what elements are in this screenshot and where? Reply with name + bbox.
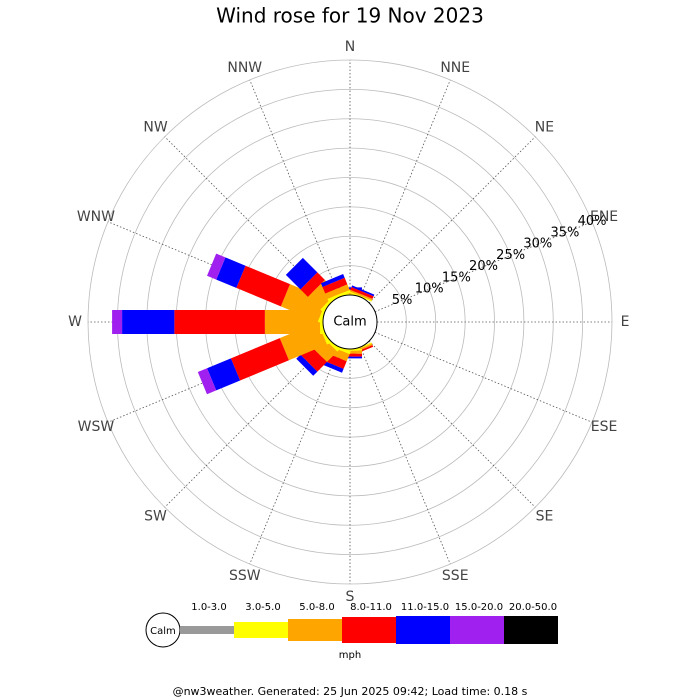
bar-segment	[230, 338, 289, 381]
spoke	[374, 331, 593, 423]
units-label: mph	[339, 650, 361, 661]
ring-label: 15%	[442, 270, 471, 285]
bar-segment	[207, 253, 226, 280]
legend-swatch	[450, 616, 504, 644]
legend-swatch	[234, 622, 288, 638]
spoke	[359, 346, 451, 565]
spoke	[249, 79, 341, 298]
bar-segment	[350, 287, 374, 299]
legend-label: 20.0-50.0	[509, 602, 557, 613]
spoke	[368, 136, 536, 304]
legend-label: 11.0-15.0	[401, 602, 449, 613]
spoke	[374, 221, 593, 313]
spoke	[359, 79, 451, 298]
ring-label: 40%	[578, 214, 607, 229]
bar-segment	[296, 354, 318, 376]
spoke	[249, 346, 341, 565]
direction-label: ESE	[591, 419, 618, 435]
ring-label: 5%	[392, 293, 413, 308]
bar-segment	[300, 272, 325, 297]
footer: @nw3weather. Generated: 25 Jun 2025 09:4…	[173, 685, 528, 698]
legend-label: 5.0-8.0	[299, 602, 334, 613]
direction-label: SSW	[229, 568, 261, 584]
direction-label: W	[68, 314, 82, 330]
legend-swatch	[396, 616, 450, 644]
bar-segment	[280, 284, 327, 322]
bar-segment	[216, 257, 246, 288]
direction-label: E	[621, 314, 630, 330]
direction-label: S	[346, 589, 355, 605]
bar-segment	[325, 284, 350, 299]
direction-label: N	[345, 39, 355, 55]
overlay: 5%10%15%20%25%30%35%40% Calm	[322, 214, 607, 350]
ring-label: 10%	[415, 282, 444, 297]
direction-label: WNW	[77, 209, 115, 225]
ring-label: 20%	[469, 259, 498, 274]
bar-segment	[285, 257, 318, 290]
chart-title: Wind rose for 19 Nov 2023	[216, 4, 484, 28]
direction-label: NNW	[227, 60, 262, 76]
ring-label: 35%	[550, 225, 579, 240]
bar-segment	[122, 310, 175, 334]
bar-segment	[174, 310, 265, 334]
direction-label: SSE	[442, 568, 469, 584]
legend-label: 3.0-5.0	[245, 602, 280, 613]
direction-label: SE	[536, 508, 554, 524]
bar-segment	[197, 368, 217, 395]
bar-segment	[112, 310, 123, 334]
spoke	[368, 340, 536, 508]
bar-segment	[349, 289, 373, 301]
legend-label: 15.0-20.0	[455, 602, 503, 613]
bar-segment	[320, 274, 345, 287]
legend-calm-label: Calm	[150, 626, 176, 637]
legend-swatch	[288, 619, 342, 641]
bar-segment	[236, 265, 291, 307]
ring-label: 30%	[523, 237, 552, 252]
direction-label: WSW	[78, 419, 115, 435]
legend-label: 1.0-3.0	[191, 602, 226, 613]
ring-label: 25%	[496, 248, 525, 263]
bar-segment	[327, 289, 351, 302]
legend-label: 8.0-11.0	[350, 602, 392, 613]
legend-swatch	[180, 626, 234, 634]
legend: Calm 1.0-3.0 3.0-5.0 5.0-8.0 8.0-11.0 11.0-15…	[145, 602, 558, 648]
legend-swatch	[342, 617, 396, 643]
direction-label: NW	[143, 120, 167, 136]
calm-circle	[322, 294, 378, 350]
bar-segment	[207, 358, 241, 391]
bar-segment	[322, 277, 348, 294]
direction-label: NNE	[440, 60, 470, 76]
bar-segment	[349, 291, 372, 302]
bars	[112, 253, 380, 395]
legend-swatch	[504, 616, 558, 644]
direction-label: ENE	[590, 209, 618, 225]
direction-label: NE	[535, 120, 554, 136]
calm-label: Calm	[333, 315, 366, 330]
spoke	[164, 340, 332, 508]
bar-segment	[351, 285, 375, 297]
direction-label: SW	[144, 508, 167, 524]
